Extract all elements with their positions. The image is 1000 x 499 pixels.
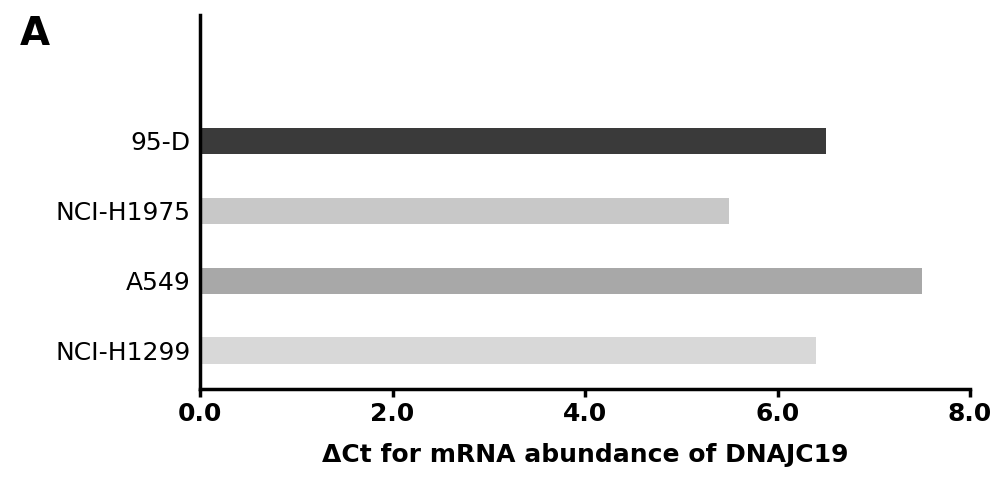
Text: A: A — [20, 15, 50, 53]
Bar — [200, 198, 729, 224]
X-axis label: ΔCt for mRNA abundance of DNAJC19: ΔCt for mRNA abundance of DNAJC19 — [322, 443, 848, 467]
Bar — [200, 267, 922, 294]
Bar — [200, 337, 816, 364]
Bar — [200, 128, 826, 154]
